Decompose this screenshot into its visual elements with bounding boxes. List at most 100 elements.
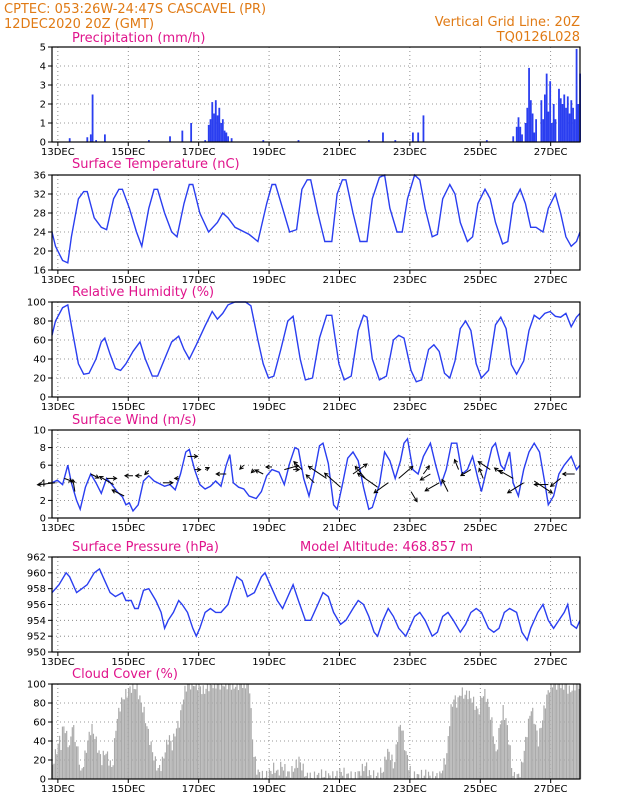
cloud-bar <box>484 688 486 779</box>
cloud-bar <box>129 686 131 779</box>
cloud-bar <box>572 684 575 779</box>
cloud-bar <box>423 775 425 779</box>
cloud-bar <box>453 699 455 779</box>
cloud-bar <box>306 772 309 779</box>
cloud-bar <box>151 752 154 779</box>
cloud-bar <box>230 689 233 779</box>
temperature-line <box>51 173 581 264</box>
cloud-bar <box>92 733 95 779</box>
cloud-bar <box>135 689 137 779</box>
cloud-bar <box>481 697 483 779</box>
cloud-bar <box>109 760 111 779</box>
precipitation-xtick-label: 17DEC <box>182 147 216 158</box>
wind-vector <box>64 477 73 482</box>
precip-bar <box>528 67 530 142</box>
precip-bar <box>213 113 215 142</box>
cloud-bar <box>347 773 349 779</box>
humidity-xtick-label: 15DEC <box>111 402 145 413</box>
precip-bar <box>533 132 536 142</box>
precip-bar <box>566 96 569 142</box>
humidity-ytick-label: 100 <box>27 298 46 309</box>
precip-bar <box>104 134 106 142</box>
wind-vector-head <box>373 488 379 494</box>
cloud-bar <box>287 771 289 779</box>
precipitation-xtick-label: 27DEC <box>534 147 568 158</box>
cloud-bar <box>275 770 278 779</box>
precip-bar <box>526 107 529 142</box>
cloud-bar <box>449 726 451 779</box>
cloud-bar <box>360 775 362 779</box>
precip-bar <box>551 123 553 142</box>
cloud-bar <box>368 770 370 779</box>
cloud-bar <box>119 711 121 779</box>
cloud-bar <box>539 728 541 779</box>
cloud-bar <box>530 711 532 779</box>
wind-xtick-label: 23DEC <box>393 523 427 534</box>
cloud-bar <box>87 740 89 779</box>
precipitation-ytick-label: 5 <box>40 43 46 54</box>
precip-bar <box>565 107 567 142</box>
wind-vector-head <box>459 471 465 477</box>
cloud-bar <box>526 737 528 779</box>
cloud-bar <box>122 699 124 779</box>
pressure-xtick-label: 27DEC <box>534 657 568 668</box>
temperature-xtick-label: 15DEC <box>111 275 145 286</box>
wind-vector-head <box>549 482 555 488</box>
cloud-cover-ytick-label: 0 <box>40 775 46 786</box>
wind-vector-head <box>173 476 179 481</box>
cloud-bar <box>563 689 565 779</box>
cloud-bar <box>401 730 403 779</box>
cloud-bar <box>387 748 389 779</box>
cloud-bar <box>215 688 217 779</box>
cloud-bar <box>457 697 459 779</box>
cloud-bar <box>518 773 520 779</box>
cloud-bar <box>305 776 307 779</box>
precip-bar <box>540 100 543 142</box>
precip-bar <box>297 140 300 142</box>
pressure-xtick-label: 15DEC <box>111 657 145 668</box>
cloud-bar <box>491 717 493 779</box>
cloud-bar <box>570 692 572 779</box>
wind-vector <box>478 468 484 479</box>
temperature-xtick-label: 21DEC <box>323 275 357 286</box>
cloud-bar <box>434 776 437 779</box>
cloud-bar <box>161 756 164 779</box>
cloud-bar <box>73 725 75 779</box>
cloud-bar <box>291 766 293 779</box>
cloud-bar <box>70 736 72 779</box>
cloud-bar <box>254 756 256 779</box>
wind-vector-head <box>295 467 301 472</box>
wind-vector-head <box>36 482 42 487</box>
cloud-bar <box>140 702 142 779</box>
cloud-bar <box>60 749 62 779</box>
wind-vector-head <box>239 465 244 470</box>
cloud-bar <box>102 750 104 779</box>
temperature-xtick-label: 23DEC <box>393 275 427 286</box>
cloud-bar <box>213 684 216 779</box>
cloud-bar <box>261 770 263 779</box>
cloud-bar <box>147 728 149 779</box>
cloud-bar <box>132 684 134 779</box>
cloud-bar <box>432 771 434 779</box>
cloud-bar <box>268 769 271 779</box>
humidity-xtick-label: 13DEC <box>41 402 75 413</box>
cloud-bar <box>509 745 511 779</box>
precip-bar <box>422 115 425 142</box>
cloud-bar <box>143 706 145 779</box>
cloud-bar <box>527 718 530 779</box>
cloud-bar <box>516 774 518 779</box>
wind-vector-head <box>408 465 414 471</box>
precip-bar <box>262 140 265 142</box>
wind-vector <box>424 482 440 492</box>
cloud-bar <box>128 688 130 779</box>
cloud-bar <box>456 707 458 779</box>
cloud-bar <box>461 687 463 779</box>
wind-vector-head <box>493 467 499 472</box>
cloud-bar <box>574 690 576 779</box>
temperature-xtick-label: 25DEC <box>463 275 497 286</box>
wind-xtick-label: 21DEC <box>323 523 357 534</box>
precip-bar <box>86 137 89 142</box>
precip-bar <box>207 124 210 142</box>
wind-vector-head <box>144 470 149 476</box>
cloud-bar <box>282 770 285 779</box>
